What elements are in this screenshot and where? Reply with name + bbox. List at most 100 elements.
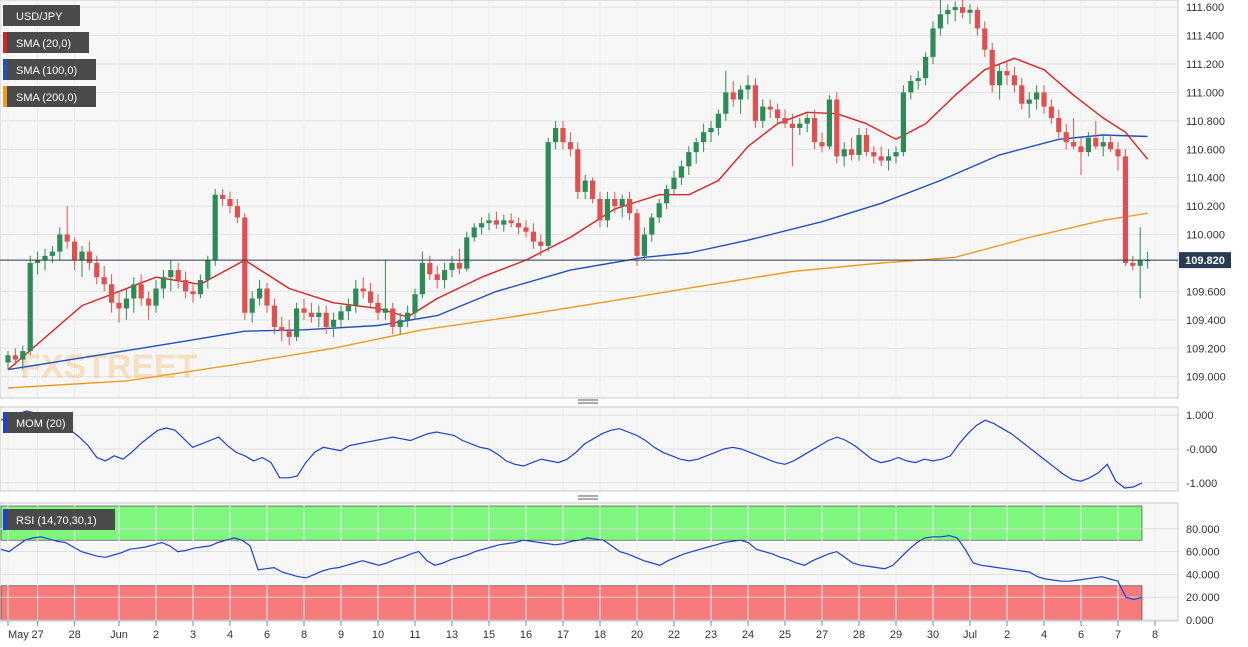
candle-body bbox=[345, 305, 351, 312]
candle-body bbox=[175, 270, 181, 281]
candle-body bbox=[57, 234, 63, 252]
candle-body bbox=[368, 291, 374, 303]
candle-body bbox=[338, 311, 344, 320]
legend-label: SMA (20,0) bbox=[16, 38, 71, 50]
candle bbox=[952, 1, 958, 22]
candle-body bbox=[893, 152, 899, 157]
price-tick-label: 110.600 bbox=[1186, 144, 1225, 156]
candle bbox=[286, 319, 292, 346]
candle bbox=[1122, 149, 1128, 266]
candle bbox=[900, 85, 906, 157]
candle bbox=[878, 146, 884, 167]
candle bbox=[945, 4, 951, 25]
legend-swatch bbox=[3, 59, 7, 80]
candle bbox=[812, 109, 818, 150]
time-tick-label: 9 bbox=[338, 629, 344, 641]
candle-body bbox=[234, 206, 240, 218]
candle-body bbox=[1011, 75, 1017, 86]
time-tick-label: 8 bbox=[1152, 629, 1158, 641]
candle bbox=[1019, 78, 1025, 110]
candle bbox=[86, 241, 92, 271]
legend-badge bbox=[3, 32, 89, 53]
candle-body bbox=[308, 312, 314, 317]
candle bbox=[323, 305, 329, 335]
candle bbox=[937, 0, 943, 36]
candle-body bbox=[146, 298, 152, 306]
candle bbox=[1004, 61, 1010, 86]
price-panel-bg bbox=[0, 0, 1179, 399]
time-tick-label: Jun bbox=[110, 629, 128, 641]
candle-body bbox=[656, 203, 662, 218]
candle-body bbox=[464, 237, 470, 269]
candle-body bbox=[456, 262, 462, 269]
legend-item: SMA (100,0) bbox=[3, 59, 96, 80]
candle-body bbox=[1137, 260, 1143, 266]
legend-badge bbox=[3, 59, 96, 80]
candle bbox=[752, 78, 758, 128]
momentum-panel[interactable]: 1.000 -0.000 -1.000 MOM (20) bbox=[0, 406, 1217, 492]
candle-body bbox=[649, 217, 655, 235]
candle-body bbox=[930, 28, 936, 57]
rsi-oversold-zone bbox=[0, 585, 1143, 621]
candle bbox=[419, 251, 425, 299]
sma20-path bbox=[7, 57, 1149, 371]
candle-body bbox=[678, 166, 684, 178]
candle-body bbox=[220, 194, 226, 199]
candle-body bbox=[789, 123, 795, 128]
candle-body bbox=[849, 149, 855, 155]
candle-body bbox=[908, 81, 914, 93]
time-tick-label: 6 bbox=[1078, 629, 1084, 641]
candle bbox=[471, 223, 477, 242]
candle-body bbox=[434, 274, 440, 281]
candle-body bbox=[530, 231, 536, 242]
time-tick-label: 7 bbox=[1115, 629, 1121, 641]
candle bbox=[301, 298, 307, 320]
candle bbox=[27, 255, 33, 356]
price-panel[interactable]: FXSTREET 111.600 111.400 111.200 111.000 110… bbox=[0, 0, 1231, 399]
candle-body bbox=[79, 251, 85, 261]
candle-body bbox=[5, 355, 11, 363]
candle-body bbox=[989, 49, 995, 86]
candle bbox=[834, 92, 840, 164]
time-tick-label: 18 bbox=[594, 629, 606, 641]
candle-body bbox=[168, 270, 174, 278]
sma-20-line bbox=[7, 57, 1149, 371]
candle bbox=[1137, 227, 1143, 299]
candle-body bbox=[1048, 106, 1054, 118]
candle bbox=[271, 298, 277, 335]
candle bbox=[183, 271, 189, 299]
candle bbox=[560, 120, 566, 150]
candle-body bbox=[138, 284, 144, 299]
candle bbox=[530, 223, 536, 249]
candle-body bbox=[516, 223, 522, 228]
candle bbox=[523, 220, 529, 238]
panel-splitter-1[interactable] bbox=[578, 399, 598, 404]
candle-body bbox=[94, 262, 100, 278]
price-axis: 111.600 111.400 111.200 111.000 110.800 110.6… bbox=[1186, 2, 1226, 384]
candle-body bbox=[1026, 99, 1032, 104]
candle-body bbox=[1085, 137, 1091, 153]
candle bbox=[760, 99, 766, 128]
candle bbox=[79, 245, 85, 278]
rsi-panel[interactable]: 80.000 60.000 40.000 20.000 0.000 RSI (14,70… bbox=[0, 502, 1220, 627]
candle-body bbox=[271, 305, 277, 327]
candle-body bbox=[486, 220, 492, 224]
time-axis: May 27 28 Jun 2 3 4 6 8 9 10 11 13 15 16 17 18 20 22 23 24 25… bbox=[7, 621, 1158, 641]
time-tick-label: 24 bbox=[742, 629, 754, 641]
candle-body bbox=[604, 199, 610, 221]
time-tick-label: 4 bbox=[227, 629, 233, 641]
candle bbox=[1026, 92, 1032, 118]
panel-splitter-2[interactable] bbox=[578, 495, 598, 500]
candle-body bbox=[331, 319, 337, 327]
candle bbox=[671, 170, 677, 195]
candle-body bbox=[508, 220, 514, 224]
candle-body bbox=[612, 199, 618, 207]
candle bbox=[109, 274, 115, 313]
rsi-grid bbox=[0, 504, 1178, 621]
candle bbox=[456, 248, 462, 275]
candle-body bbox=[1093, 137, 1099, 147]
momentum-tick-label: 1.000 bbox=[1186, 410, 1214, 422]
price-tick-label: 110.000 bbox=[1186, 230, 1225, 242]
candle bbox=[12, 348, 18, 366]
